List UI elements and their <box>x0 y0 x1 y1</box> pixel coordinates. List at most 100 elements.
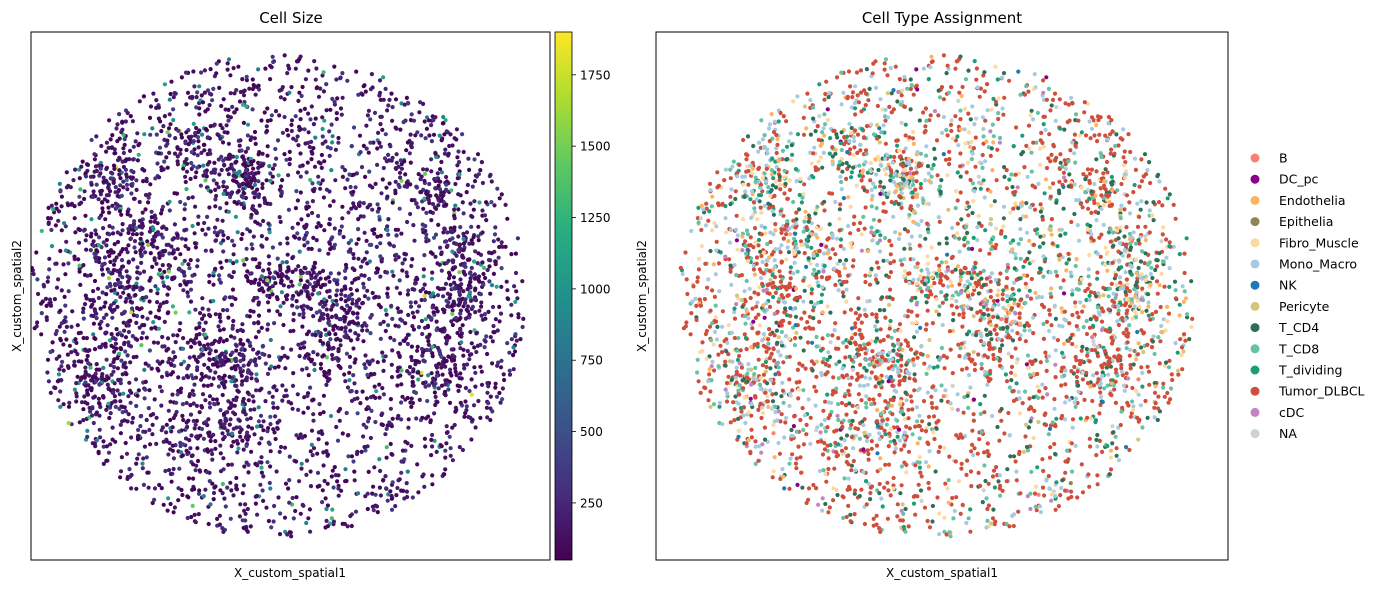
cell-size-point <box>64 170 69 175</box>
cell-size-point <box>210 98 215 103</box>
cell-size-point <box>297 90 302 95</box>
cell-size-point <box>117 406 122 411</box>
cell-size-point <box>48 349 53 355</box>
cell-size-point <box>399 470 404 475</box>
cell-size-point <box>261 218 266 224</box>
cell-size-point <box>164 439 169 444</box>
cell-size-point <box>286 486 291 491</box>
cell-size-point <box>263 361 268 366</box>
cell-size-point <box>430 432 435 438</box>
cell-size-point <box>125 212 130 217</box>
cell-size-point <box>435 399 440 405</box>
cell-size-point <box>256 313 262 318</box>
cell-size-point <box>244 443 249 448</box>
cell-size-point <box>430 251 435 256</box>
cell-size-point <box>219 424 224 429</box>
cell-size-point <box>200 227 205 232</box>
cell-size-point <box>296 98 301 103</box>
cell-size-point <box>364 146 369 151</box>
cell-size-point <box>312 265 317 270</box>
cell-type-point <box>848 307 854 312</box>
cell-size-point <box>94 410 99 415</box>
cell-size-point <box>472 345 477 350</box>
cell-size-point <box>375 202 380 207</box>
cell-type-point <box>865 448 870 453</box>
cell-size-point <box>418 100 423 105</box>
cell-size-point <box>298 274 303 279</box>
cell-type-point <box>804 126 809 131</box>
cell-size-point <box>238 89 243 95</box>
cell-size-point <box>423 444 428 449</box>
cell-size-point <box>169 429 174 434</box>
cell-size-point <box>97 413 102 418</box>
cell-size-point <box>217 277 222 282</box>
cell-size-point <box>420 331 425 337</box>
cell-size-point <box>110 437 115 442</box>
cell-size-point <box>467 167 472 172</box>
cell-size-point <box>195 367 200 373</box>
cell-size-point <box>324 518 329 524</box>
colorbar-tick-label: 1250 <box>580 211 611 225</box>
cell-size-point <box>257 441 262 446</box>
cell-size-point <box>333 356 338 361</box>
cell-size-point <box>179 75 184 80</box>
cell-size-point <box>186 294 191 299</box>
cell-size-point <box>106 249 111 254</box>
cell-size-point <box>113 283 118 288</box>
cell-size-point <box>318 361 323 367</box>
cell-size-point <box>175 145 180 150</box>
cell-type-point <box>822 208 827 213</box>
cell-size-point <box>374 389 379 394</box>
cell-size-point <box>106 205 111 210</box>
cell-size-point <box>317 318 322 323</box>
cell-size-point <box>130 181 135 186</box>
cell-size-point <box>290 255 295 261</box>
cell-size-point <box>211 490 217 496</box>
cell-size-point <box>474 349 479 355</box>
cell-type-point <box>932 146 937 152</box>
cell-size-point <box>115 356 120 361</box>
cell-size-point <box>471 235 476 240</box>
cell-size-point <box>327 240 332 245</box>
cell-size-point <box>121 290 126 295</box>
cell-size-point <box>216 324 221 329</box>
cell-size-point <box>305 290 310 295</box>
cell-size-point <box>111 369 116 374</box>
cell-size-point <box>422 253 427 258</box>
cell-size-point <box>112 166 117 171</box>
cell-size-point <box>386 217 391 222</box>
cell-size-point <box>126 260 131 265</box>
cell-size-point <box>324 108 329 113</box>
cell-size-point <box>241 357 246 362</box>
cell-size-point <box>286 284 291 289</box>
cell-size-point <box>214 181 219 186</box>
cell-size-point <box>505 288 510 293</box>
cell-size-point <box>239 202 244 207</box>
cell-size-point <box>301 315 306 320</box>
cell-size-point <box>90 377 95 382</box>
cell-size-point <box>239 236 244 242</box>
cell-size-point <box>134 178 139 183</box>
cell-size-point <box>290 225 295 230</box>
cell-size-point <box>446 387 451 392</box>
cell-size-point <box>406 312 411 318</box>
cell-size-point <box>83 174 89 179</box>
cell-size-point <box>230 287 236 292</box>
cell-size-point <box>386 103 391 108</box>
cell-size-point <box>498 400 503 405</box>
cell-size-point <box>146 200 151 205</box>
cell-size-point <box>59 378 64 383</box>
cell-size-point <box>397 206 402 211</box>
cell-size-point <box>366 469 371 474</box>
cell-size-point <box>81 310 86 315</box>
cell-type-point <box>844 176 849 181</box>
cell-size-point <box>151 320 156 325</box>
cell-size-point <box>199 132 205 137</box>
cell-type-point <box>926 414 932 419</box>
cell-size-point <box>312 164 318 169</box>
cell-size-point <box>355 411 360 416</box>
cell-size-point <box>457 172 462 177</box>
cell-type-point <box>986 503 992 508</box>
cell-size-point <box>176 498 181 503</box>
cell-size-point <box>280 398 285 403</box>
